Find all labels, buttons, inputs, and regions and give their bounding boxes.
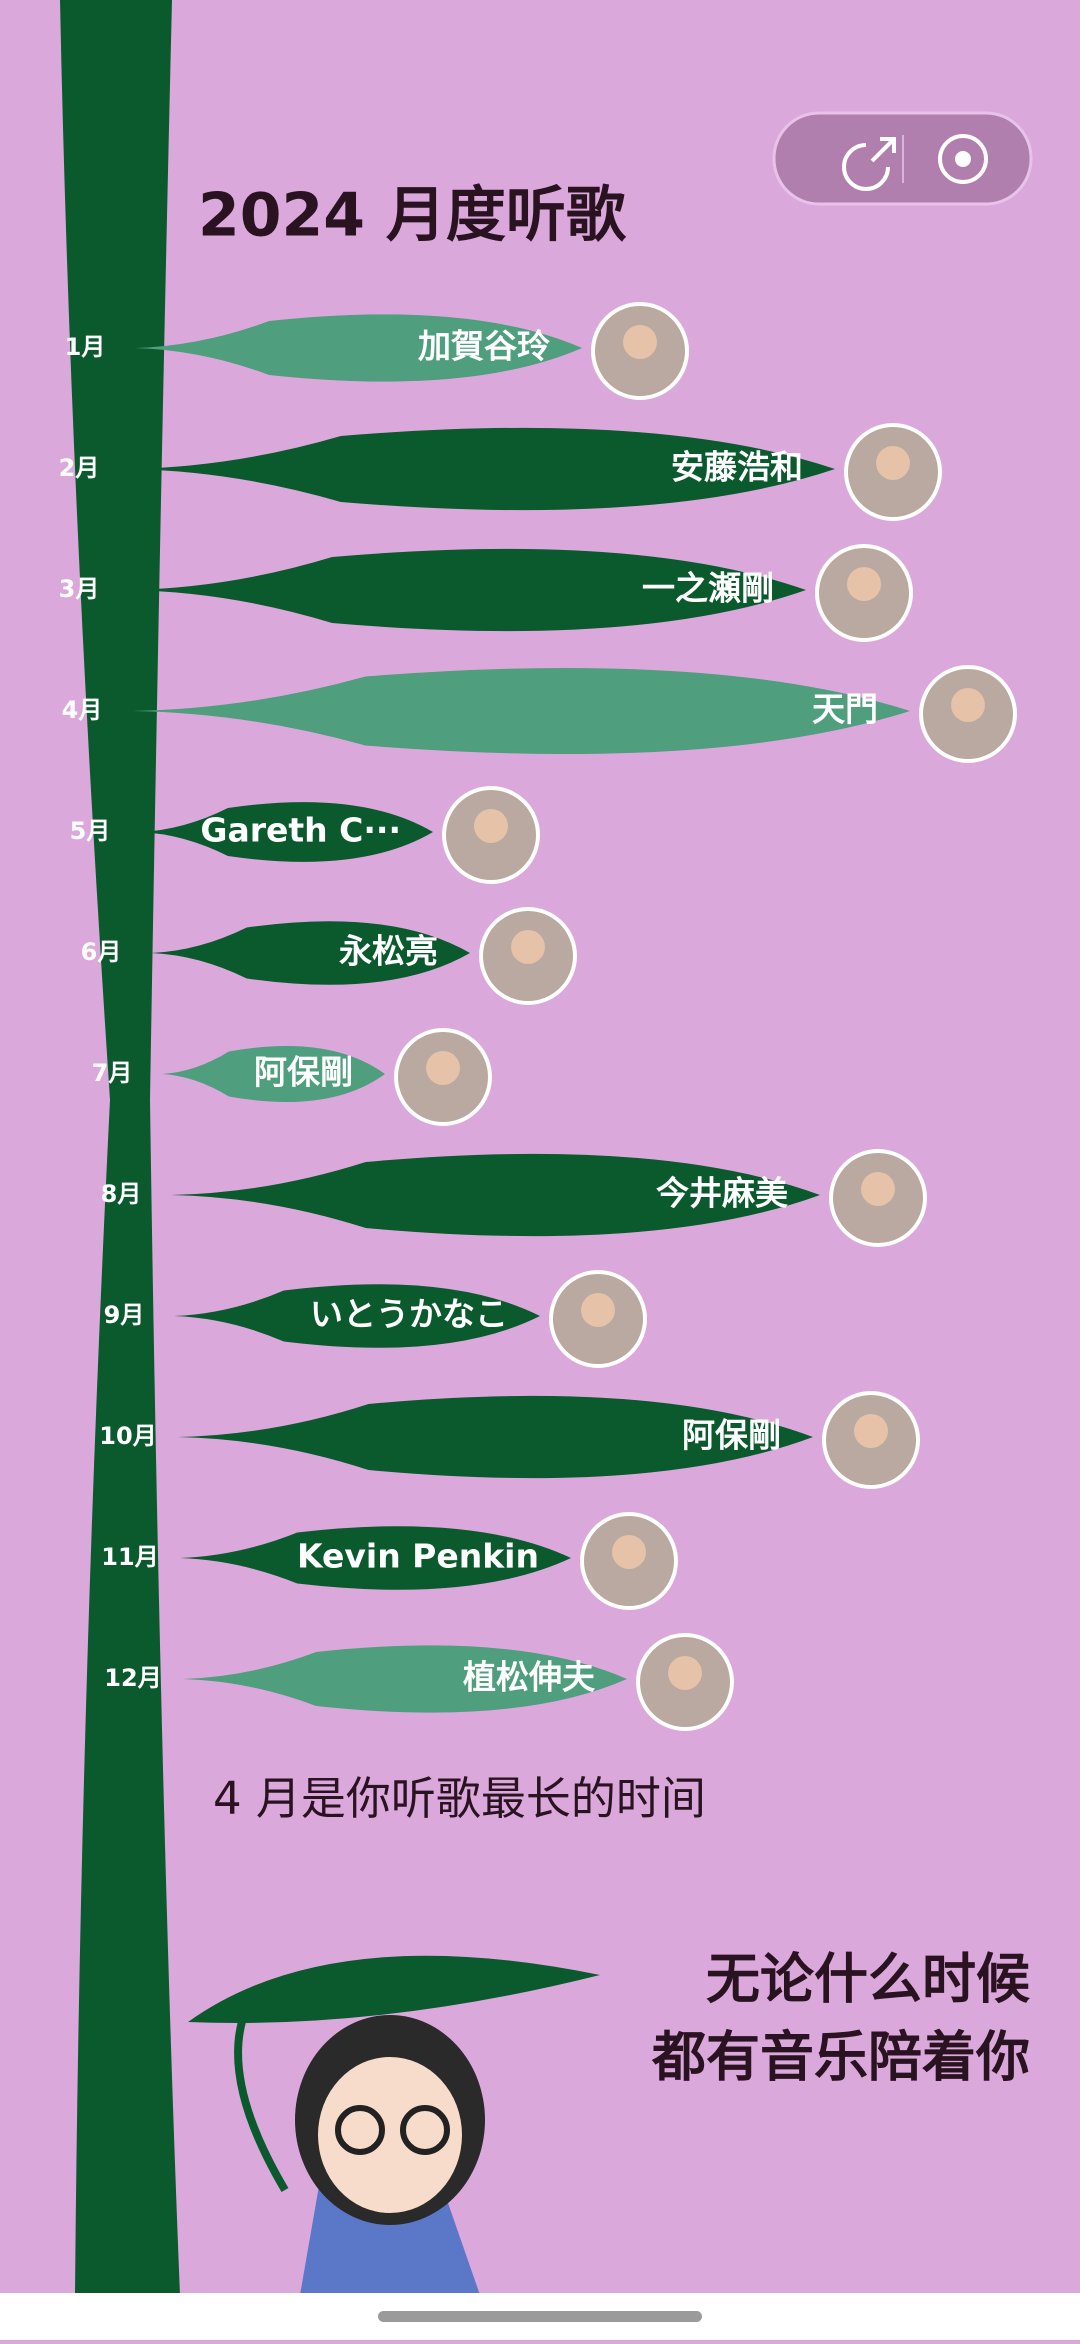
artist-name: 加賀谷玲: [418, 327, 550, 366]
avatar-head: [581, 1293, 615, 1327]
umbrella-leaf: [188, 1955, 600, 2024]
avatar-head: [623, 325, 657, 359]
month-row: 10月 阿保剛: [99, 1391, 920, 1489]
action-buttons: [772, 111, 1033, 206]
leaf: [129, 427, 835, 511]
artist-name: 植松伸夫: [463, 1658, 596, 1697]
share-icon: [842, 143, 890, 191]
character-face: [318, 2057, 462, 2213]
summary: 4 月是你听歌最长的时间: [213, 1772, 706, 1825]
leaf: [132, 668, 910, 754]
leaf: [162, 1045, 385, 1103]
month-label: 7月: [92, 1059, 133, 1087]
month-label: 1月: [65, 333, 106, 361]
glasses-right: [400, 2105, 450, 2155]
month-row: 2月 安藤浩和: [59, 423, 942, 521]
month-rows: 1月 加賀谷玲 2月 安藤浩和 3月 一之瀬剛 4月 天門 5月 Gareth C··· 6月 永松亮…: [59, 302, 1017, 1731]
avatar-head: [854, 1414, 888, 1448]
month-row: 4月 天門: [62, 665, 1017, 763]
artist-name: いとうかなこ: [310, 1295, 508, 1334]
month-label: 10月: [99, 1422, 156, 1450]
leaf: [171, 1153, 820, 1237]
footer-line: 都有音乐陪着你: [651, 2026, 1030, 2089]
month-row: 3月 一之瀬剛: [59, 544, 913, 642]
artist-name: 天門: [812, 690, 878, 729]
leaf: [135, 314, 582, 382]
month-row: 5月 Gareth C···: [70, 786, 540, 884]
artist-name: 安藤浩和: [671, 448, 803, 487]
artist-name: 阿保剛: [682, 1416, 781, 1455]
share-arrow: [870, 137, 896, 163]
month-row: 6月 永松亮: [81, 907, 577, 1005]
leaf: [151, 921, 470, 985]
avatar-head: [668, 1656, 702, 1690]
share-button[interactable]: [842, 137, 896, 191]
avatar-head: [876, 446, 910, 480]
umbrella-stalk: [234, 2010, 289, 2193]
month-label: 2月: [59, 454, 100, 482]
footer-line: 无论什么时候: [706, 1948, 1031, 2011]
avatar-head: [612, 1535, 646, 1569]
month-row: 8月 今井麻美: [101, 1149, 927, 1247]
leaf: [174, 1284, 540, 1348]
month-label: 8月: [101, 1180, 142, 1208]
stem: [60, 0, 180, 2295]
close-ring: [938, 134, 988, 184]
home-indicator[interactable]: [378, 2311, 702, 2322]
leaf: [129, 548, 806, 632]
avatar-head: [847, 567, 881, 601]
artist-name: 永松亮: [339, 932, 438, 971]
leaf: [180, 1526, 571, 1590]
month-label: 6月: [81, 938, 122, 966]
month-label: 5月: [70, 817, 111, 845]
leaf: [183, 1645, 627, 1713]
close-dot: [955, 151, 971, 167]
month-row: 9月 いとうかなこ: [104, 1270, 647, 1368]
close-button[interactable]: [938, 134, 988, 184]
avatar-head: [474, 809, 508, 843]
leaf: [178, 1395, 813, 1479]
title: 2024 月度听歌: [198, 181, 627, 251]
glasses-left: [335, 2105, 385, 2155]
month-row: 1月 加賀谷玲: [65, 302, 689, 400]
month-label: 4月: [62, 696, 103, 724]
avatar-head: [861, 1172, 895, 1206]
artist-name: Gareth C···: [200, 811, 401, 850]
month-row: 7月 阿保剛: [92, 1028, 492, 1126]
avatar-head: [426, 1051, 460, 1085]
artist-name: 阿保剛: [254, 1053, 353, 1092]
month-label: 12月: [104, 1664, 161, 1692]
artist-name: Kevin Penkin: [297, 1537, 539, 1576]
artist-name: 一之瀬剛: [642, 569, 774, 608]
month-row: 11月 Kevin Penkin: [101, 1512, 678, 1610]
artist-name: 今井麻美: [656, 1174, 788, 1213]
avatar-head: [951, 688, 985, 722]
month-label: 9月: [104, 1301, 145, 1329]
month-label: 3月: [59, 575, 100, 603]
leaf: [140, 802, 433, 862]
month-row: 12月 植松伸夫: [104, 1633, 734, 1731]
character: [295, 2015, 485, 2295]
month-label: 11月: [101, 1543, 158, 1571]
avatar-head: [511, 930, 545, 964]
